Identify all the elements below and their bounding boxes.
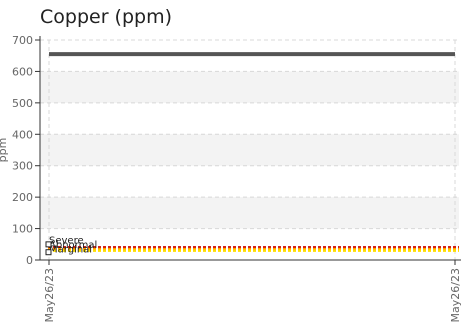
y-tick-label: 600 bbox=[12, 65, 33, 78]
x-tick-label: May26/23 bbox=[449, 268, 462, 322]
grid-band bbox=[40, 197, 459, 229]
threshold-marker bbox=[45, 249, 52, 256]
threshold-label: Abnormal bbox=[49, 240, 97, 251]
y-tick-label: 200 bbox=[12, 191, 33, 204]
chart-title: Copper (ppm) bbox=[40, 6, 173, 28]
threshold-marker bbox=[45, 241, 52, 248]
y-axis-label: ppm bbox=[0, 138, 9, 163]
x-tick-label: May26/23 bbox=[43, 268, 56, 322]
y-tick-label: 400 bbox=[12, 128, 33, 141]
y-tick-label: 0 bbox=[26, 254, 33, 267]
y-tick-label: 500 bbox=[12, 97, 33, 110]
y-tick-label: 100 bbox=[12, 223, 33, 236]
grid-band bbox=[40, 134, 459, 166]
y-tick-label: 300 bbox=[12, 160, 33, 173]
threshold-label: Severe bbox=[49, 235, 84, 246]
y-tick-label: 700 bbox=[12, 34, 33, 47]
threshold-label: Marginal bbox=[49, 245, 92, 256]
grid-band bbox=[40, 71, 459, 103]
